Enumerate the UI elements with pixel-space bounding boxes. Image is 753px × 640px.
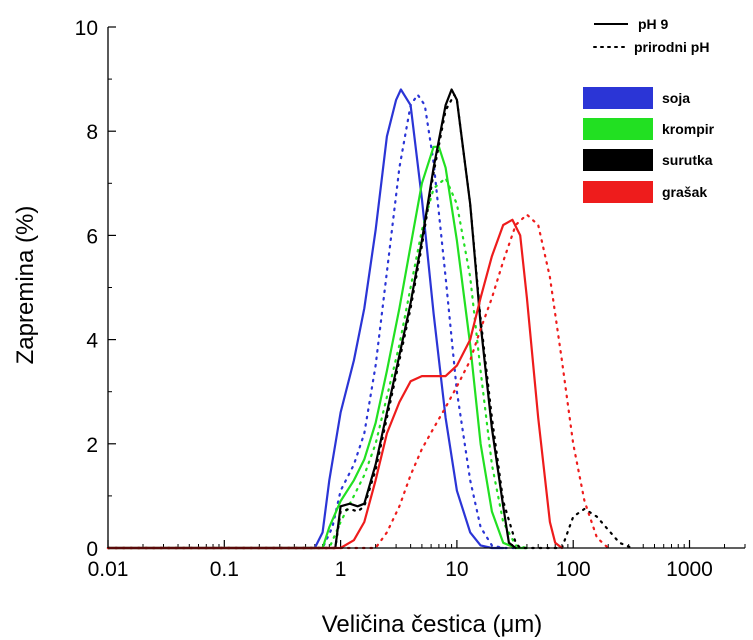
y-axis-title: Zapremina (%) <box>12 206 39 365</box>
series-line-gra-ak-ph9 <box>106 218 564 550</box>
legend-line-label: prirodni pH <box>634 39 709 55</box>
axes <box>107 27 745 549</box>
x-tick-label: 0.01 <box>88 558 129 581</box>
x-tick-label: 10 <box>445 558 468 581</box>
y-tick-label: 2 <box>86 434 98 457</box>
y-tick-label: 4 <box>86 330 98 353</box>
x-tick-label: 0.1 <box>210 558 239 581</box>
series-line-soja-ph9 <box>106 88 505 550</box>
legend-swatch <box>583 118 653 140</box>
tick-labels: 0.01 0.1 1 10 100 1000 0 2 4 6 8 10 <box>75 17 713 581</box>
legend-material-label: soja <box>662 90 690 106</box>
x-tick-label: 1000 <box>666 558 713 581</box>
series-layer <box>106 88 634 550</box>
legend-material-label: krompir <box>662 121 715 137</box>
y-tick-label: 6 <box>86 225 98 248</box>
series-line-soja-natural <box>106 93 517 550</box>
series-line-surutka-natural <box>106 93 634 550</box>
x-tick-label: 100 <box>556 558 591 581</box>
series-line-krompir-ph9 <box>106 145 529 550</box>
legend-swatch <box>583 181 653 203</box>
x-tick-label: 1 <box>335 558 347 581</box>
y-tick-label: 0 <box>86 538 98 561</box>
series-line-gra-ak-natural <box>106 213 610 550</box>
legend-line-label: pH 9 <box>638 16 669 32</box>
legend-material-label: surutka <box>662 152 713 168</box>
legend: pH 9 prirodni pH soja krompir surutka grašak <box>583 16 715 203</box>
legend-material-label: grašak <box>662 184 707 200</box>
legend-swatch <box>583 87 653 109</box>
y-tick-label: 8 <box>86 121 98 144</box>
series-line-krompir-natural <box>106 177 529 550</box>
x-axis-title: Veličina čestica (μm) <box>322 611 543 638</box>
legend-swatch <box>583 149 653 171</box>
y-tick-label: 10 <box>75 17 98 40</box>
